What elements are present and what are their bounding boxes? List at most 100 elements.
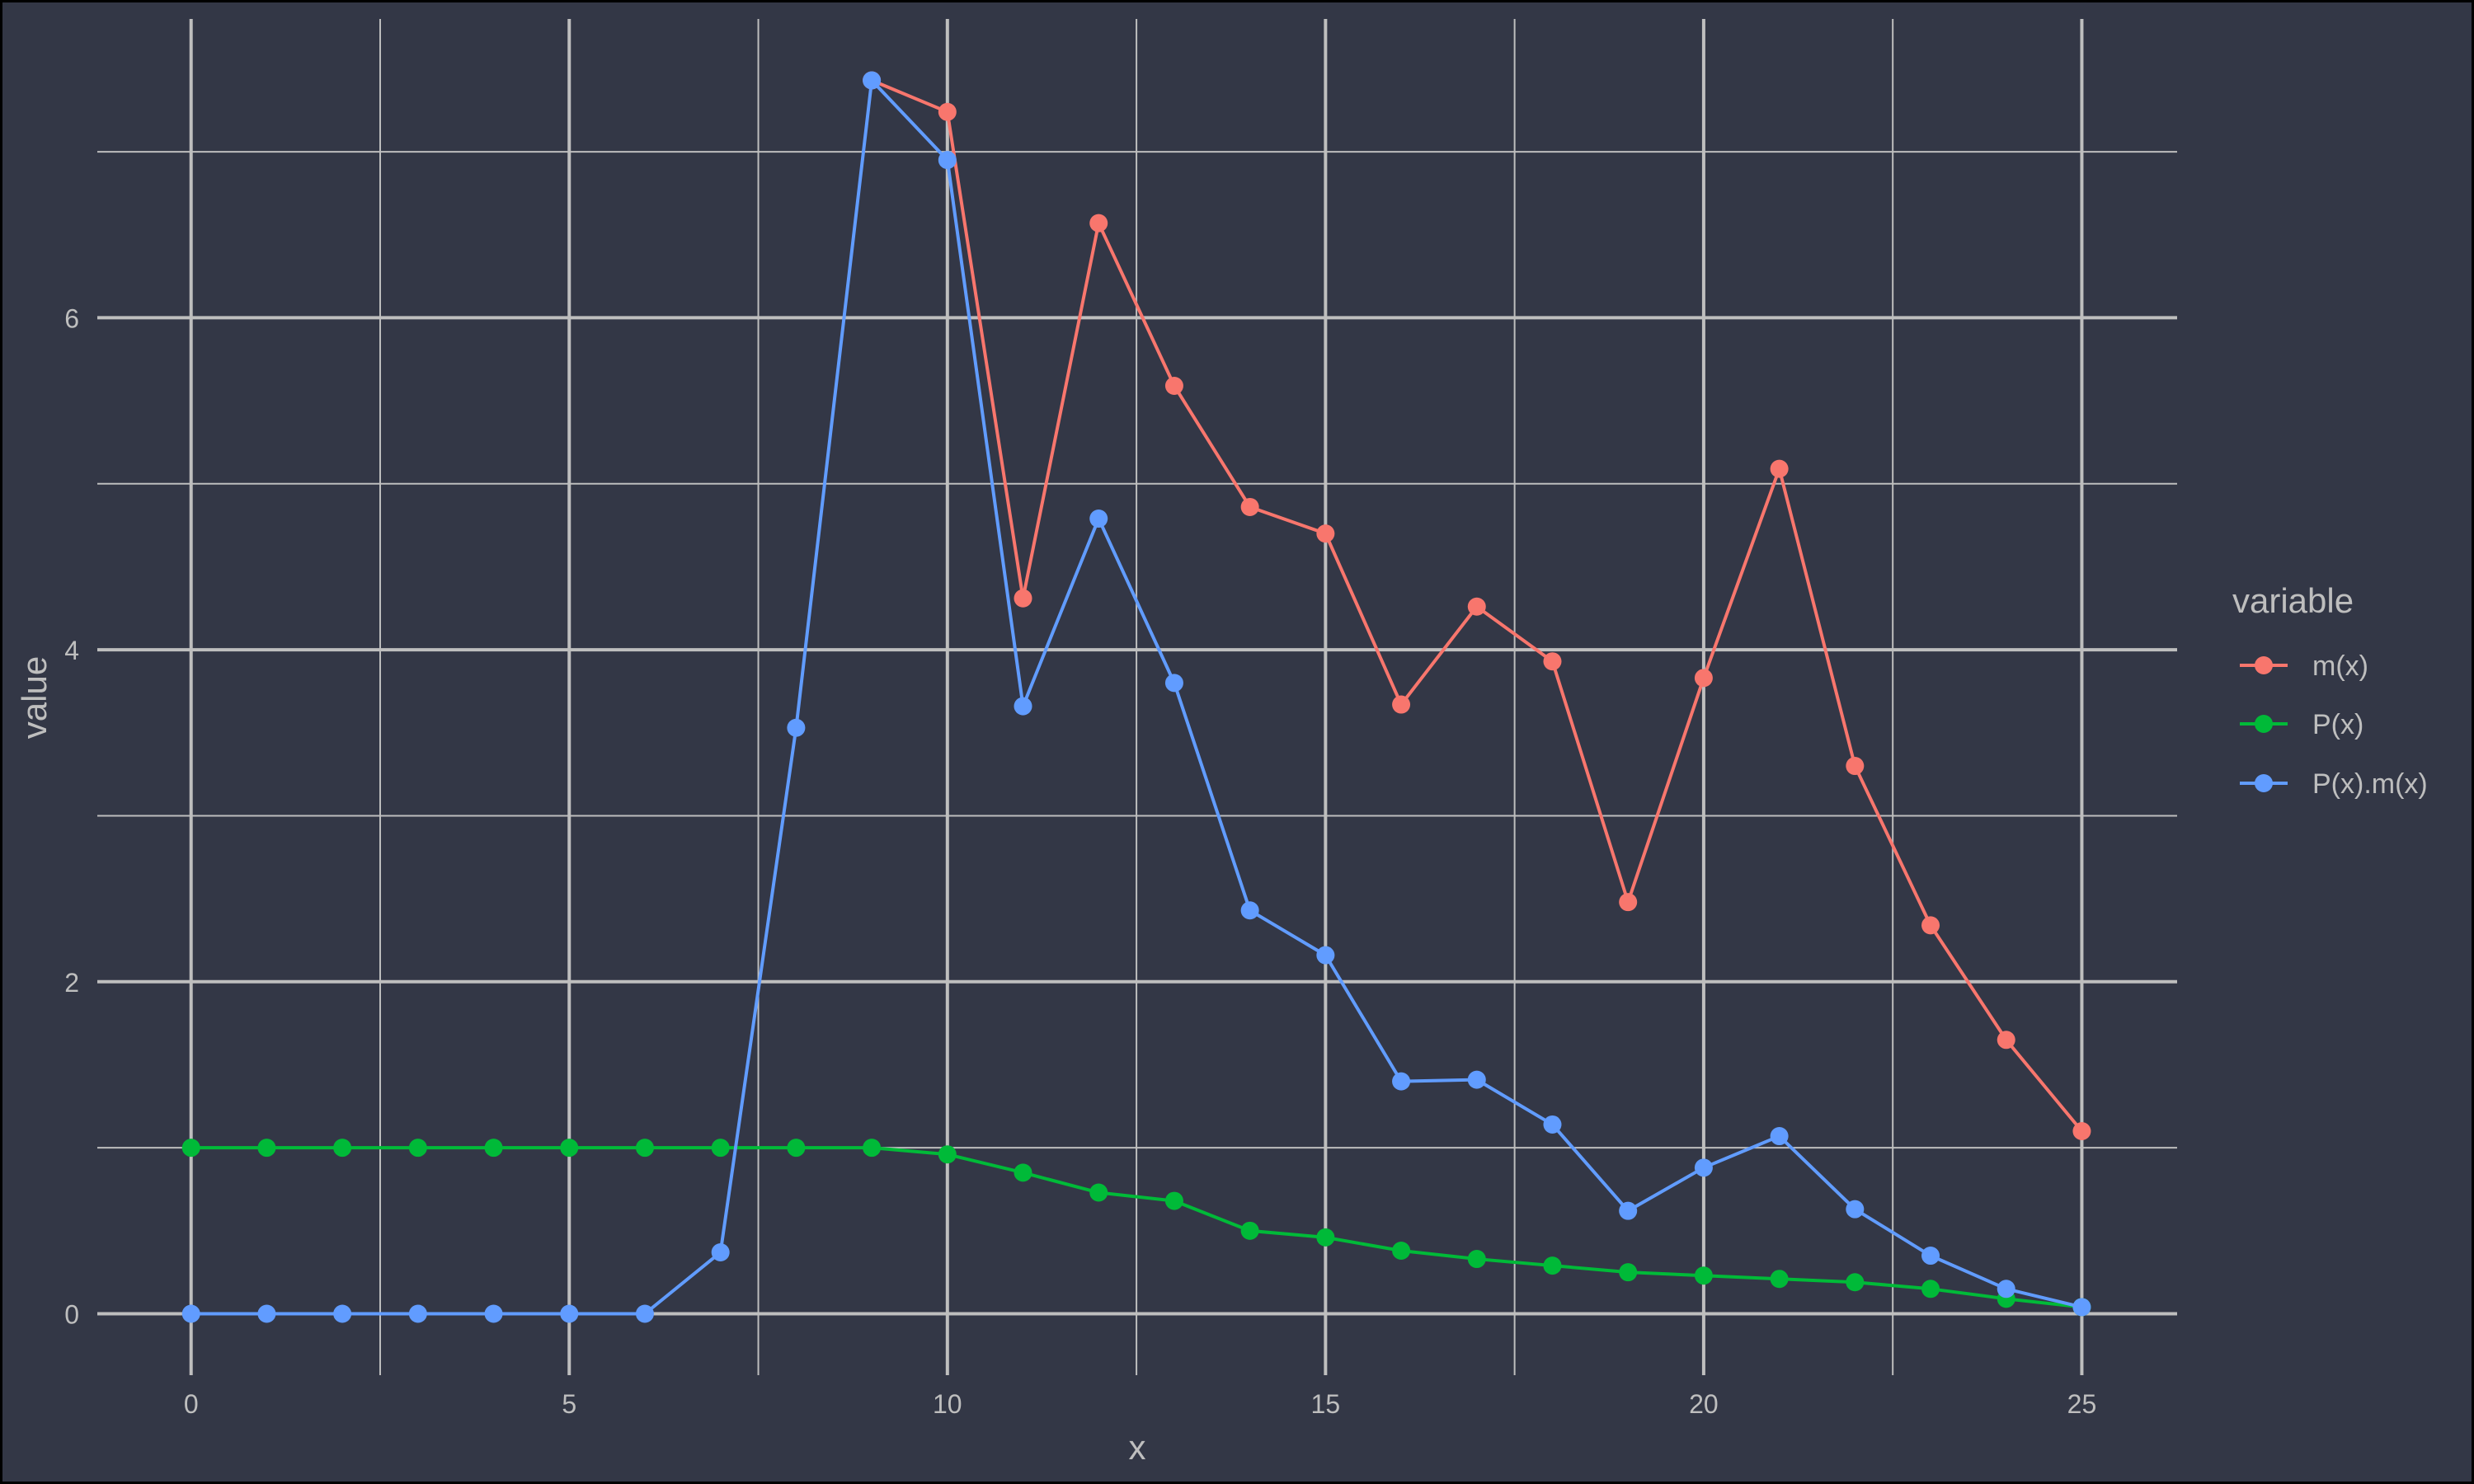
legend-label: m(x) bbox=[2312, 650, 2368, 682]
data-point bbox=[1770, 1127, 1789, 1146]
x-tick-label: 10 bbox=[933, 1389, 962, 1419]
data-point bbox=[1164, 674, 1183, 693]
data-point bbox=[1014, 589, 1032, 608]
series-line bbox=[190, 78, 2082, 1316]
data-point bbox=[1770, 1270, 1789, 1289]
data-point bbox=[1619, 1201, 1638, 1220]
minor-gridlines bbox=[97, 19, 2177, 1375]
data-point bbox=[1846, 1200, 1865, 1219]
x-tick-label: 15 bbox=[1311, 1389, 1341, 1419]
data-point bbox=[333, 1304, 352, 1323]
data-point bbox=[257, 1139, 276, 1158]
data-point bbox=[2072, 1122, 2091, 1141]
x-axis-tick-labels: 0 5 10 15 20 25 bbox=[184, 1389, 2096, 1419]
data-point bbox=[408, 1304, 427, 1323]
data-point bbox=[560, 1139, 579, 1158]
data-point bbox=[257, 1304, 276, 1323]
data-point bbox=[863, 1139, 882, 1158]
data-point bbox=[635, 1139, 654, 1158]
data-point bbox=[1089, 214, 1108, 232]
data-point bbox=[1392, 1241, 1411, 1260]
data-point bbox=[1846, 1273, 1865, 1292]
data-point bbox=[1921, 916, 1940, 935]
y-tick-label: 4 bbox=[64, 636, 79, 665]
data-point bbox=[1997, 1280, 2015, 1298]
data-point bbox=[2072, 1298, 2091, 1317]
legend-items: m(x) P(x) P(x).m(x) bbox=[2240, 650, 2428, 800]
data-point bbox=[1164, 1191, 1183, 1210]
data-point bbox=[484, 1139, 503, 1158]
legend-label: P(x) bbox=[2312, 709, 2363, 740]
data-point bbox=[1543, 1256, 1562, 1275]
legend-item: P(x).m(x) bbox=[2240, 768, 2428, 800]
data-point bbox=[1921, 1247, 1940, 1266]
data-point bbox=[181, 1139, 200, 1158]
legend-label: P(x).m(x) bbox=[2312, 768, 2428, 800]
data-point bbox=[863, 71, 882, 90]
data-point bbox=[1240, 901, 1259, 920]
legend-key-marker bbox=[2255, 774, 2273, 792]
data-point bbox=[1392, 1072, 1411, 1091]
data-point bbox=[1467, 1250, 1486, 1269]
data-point bbox=[711, 1139, 730, 1158]
data-point bbox=[1694, 669, 1713, 688]
legend-key-marker bbox=[2255, 715, 2273, 733]
x-tick-label: 5 bbox=[562, 1389, 576, 1419]
data-point bbox=[1921, 1280, 1940, 1298]
y-tick-label: 2 bbox=[64, 968, 79, 998]
data-point bbox=[938, 102, 957, 121]
series-line bbox=[190, 1146, 2082, 1309]
y-axis-tick-labels: 0 2 4 6 bbox=[64, 303, 79, 1329]
data-point bbox=[1392, 695, 1411, 714]
data-point bbox=[938, 1145, 957, 1164]
legend: variable m(x) P(x) P(x).m(x) bbox=[2232, 581, 2428, 800]
data-point bbox=[938, 151, 957, 170]
major-gridlines bbox=[97, 19, 2177, 1375]
data-point bbox=[787, 1139, 806, 1158]
data-point bbox=[711, 1243, 730, 1262]
x-tick-label: 25 bbox=[2067, 1389, 2097, 1419]
legend-item: m(x) bbox=[2240, 650, 2368, 682]
data-point bbox=[1240, 1221, 1259, 1240]
data-point bbox=[1014, 1163, 1032, 1182]
x-tick-label: 0 bbox=[184, 1389, 199, 1419]
legend-title: variable bbox=[2232, 581, 2354, 620]
data-point bbox=[1619, 893, 1638, 912]
legend-key-marker bbox=[2255, 656, 2273, 674]
data-point bbox=[1543, 1115, 1562, 1134]
legend-item: P(x) bbox=[2240, 709, 2363, 740]
data-point bbox=[1997, 1031, 2015, 1050]
data-point bbox=[1316, 1228, 1335, 1247]
series-p-x bbox=[181, 1139, 2091, 1317]
data-point bbox=[1316, 946, 1335, 965]
x-axis-title: x bbox=[1129, 1428, 1146, 1467]
data-point bbox=[333, 1139, 352, 1158]
y-axis-title: value bbox=[15, 656, 54, 739]
series-layer bbox=[181, 71, 2091, 1323]
series-m-x bbox=[863, 71, 2091, 1141]
data-point bbox=[1543, 652, 1562, 671]
data-point bbox=[484, 1304, 503, 1323]
data-point bbox=[181, 1304, 200, 1323]
data-point bbox=[1014, 697, 1032, 716]
data-point bbox=[560, 1304, 579, 1323]
x-tick-label: 20 bbox=[1689, 1389, 1719, 1419]
data-point bbox=[1240, 497, 1259, 516]
data-point bbox=[1467, 597, 1486, 616]
data-point bbox=[1089, 510, 1108, 528]
data-point bbox=[1694, 1266, 1713, 1285]
data-point bbox=[408, 1139, 427, 1158]
data-point bbox=[787, 718, 806, 737]
data-point bbox=[1089, 1183, 1108, 1202]
data-point bbox=[1770, 459, 1789, 478]
series-p-x-m-x bbox=[181, 71, 2091, 1323]
data-point bbox=[1164, 376, 1183, 395]
y-tick-label: 0 bbox=[64, 1300, 79, 1330]
data-point bbox=[1619, 1263, 1638, 1282]
data-point bbox=[1694, 1158, 1713, 1177]
y-tick-label: 6 bbox=[64, 303, 79, 333]
data-point bbox=[635, 1304, 654, 1323]
data-point bbox=[1846, 757, 1865, 776]
